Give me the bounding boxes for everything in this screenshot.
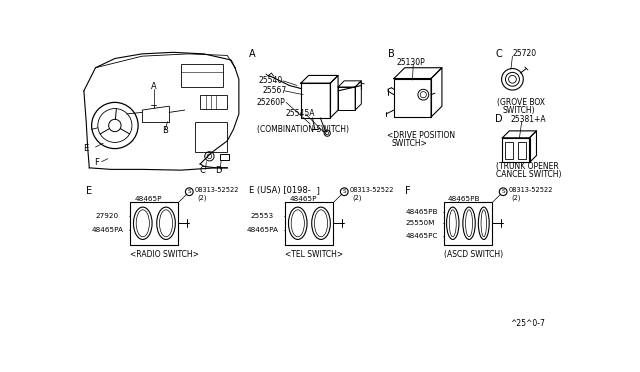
Bar — [394, 78, 431, 117]
Text: (2): (2) — [352, 195, 362, 201]
Text: 25260P: 25260P — [257, 98, 285, 107]
Bar — [444, 202, 492, 245]
Text: S: S — [501, 189, 505, 194]
Text: E: E — [83, 144, 88, 153]
Text: (2): (2) — [197, 195, 207, 201]
Bar — [220, 154, 229, 160]
Text: CANCEL SWITCH): CANCEL SWITCH) — [496, 170, 562, 179]
Text: 25540: 25540 — [259, 76, 282, 85]
Text: <DRIVE POSITION: <DRIVE POSITION — [387, 131, 455, 140]
Text: 48465PA: 48465PA — [246, 227, 278, 233]
Text: SWITCH>: SWITCH> — [392, 139, 428, 148]
Text: 08313-52522: 08313-52522 — [195, 187, 239, 193]
Bar — [200, 95, 227, 109]
Text: 48465P: 48465P — [134, 196, 162, 202]
Text: 25567: 25567 — [262, 86, 286, 95]
Text: <TEL SWITCH>: <TEL SWITCH> — [285, 250, 344, 259]
Text: (ASCD SWITCH): (ASCD SWITCH) — [444, 250, 504, 259]
Text: E (USA) [0198-: E (USA) [0198- — [249, 186, 310, 195]
Text: 25553: 25553 — [250, 214, 274, 219]
Bar — [285, 202, 333, 245]
Text: A: A — [151, 83, 157, 92]
Bar — [180, 64, 223, 87]
Text: (2): (2) — [511, 195, 520, 201]
Bar — [502, 138, 529, 163]
Text: B: B — [163, 126, 168, 135]
Text: (TRUNK OPENER: (TRUNK OPENER — [496, 162, 559, 171]
Text: C: C — [495, 49, 502, 59]
Text: 08313-52522: 08313-52522 — [509, 187, 553, 193]
Text: 27920: 27920 — [95, 214, 118, 219]
Bar — [301, 83, 330, 118]
Text: S: S — [188, 189, 191, 194]
Text: 25550M: 25550M — [406, 220, 435, 226]
Text: 48465PB: 48465PB — [406, 209, 438, 215]
Text: 25381+A: 25381+A — [511, 115, 547, 124]
Text: D: D — [216, 166, 222, 174]
Bar — [131, 202, 179, 245]
Text: SWITCH): SWITCH) — [502, 106, 535, 115]
Text: C: C — [200, 166, 205, 174]
Text: F: F — [406, 186, 411, 196]
Text: E: E — [86, 186, 92, 196]
Bar — [195, 122, 227, 153]
Text: (COMBINATION SWITCH): (COMBINATION SWITCH) — [257, 125, 349, 134]
Text: 48465P: 48465P — [289, 196, 317, 202]
Text: 48465PC: 48465PC — [406, 232, 438, 238]
Text: B: B — [388, 49, 396, 59]
Text: 25545A: 25545A — [285, 109, 315, 118]
Bar — [338, 87, 355, 110]
Text: ]: ] — [314, 186, 320, 195]
Text: <RADIO SWITCH>: <RADIO SWITCH> — [131, 250, 199, 259]
Text: D: D — [495, 114, 503, 124]
Text: S: S — [342, 189, 346, 194]
Text: 48465PA: 48465PA — [92, 227, 124, 233]
Text: ^25^0-7: ^25^0-7 — [510, 319, 545, 328]
Text: (GROVE BOX: (GROVE BOX — [497, 98, 545, 107]
Text: 25720: 25720 — [513, 49, 536, 58]
Text: 08313-52522: 08313-52522 — [349, 187, 394, 193]
Text: 25130P: 25130P — [396, 58, 425, 67]
Text: 48465PB: 48465PB — [448, 196, 481, 202]
Bar — [518, 142, 525, 158]
Text: F: F — [94, 158, 99, 167]
Text: A: A — [249, 49, 255, 59]
Bar — [506, 142, 513, 158]
